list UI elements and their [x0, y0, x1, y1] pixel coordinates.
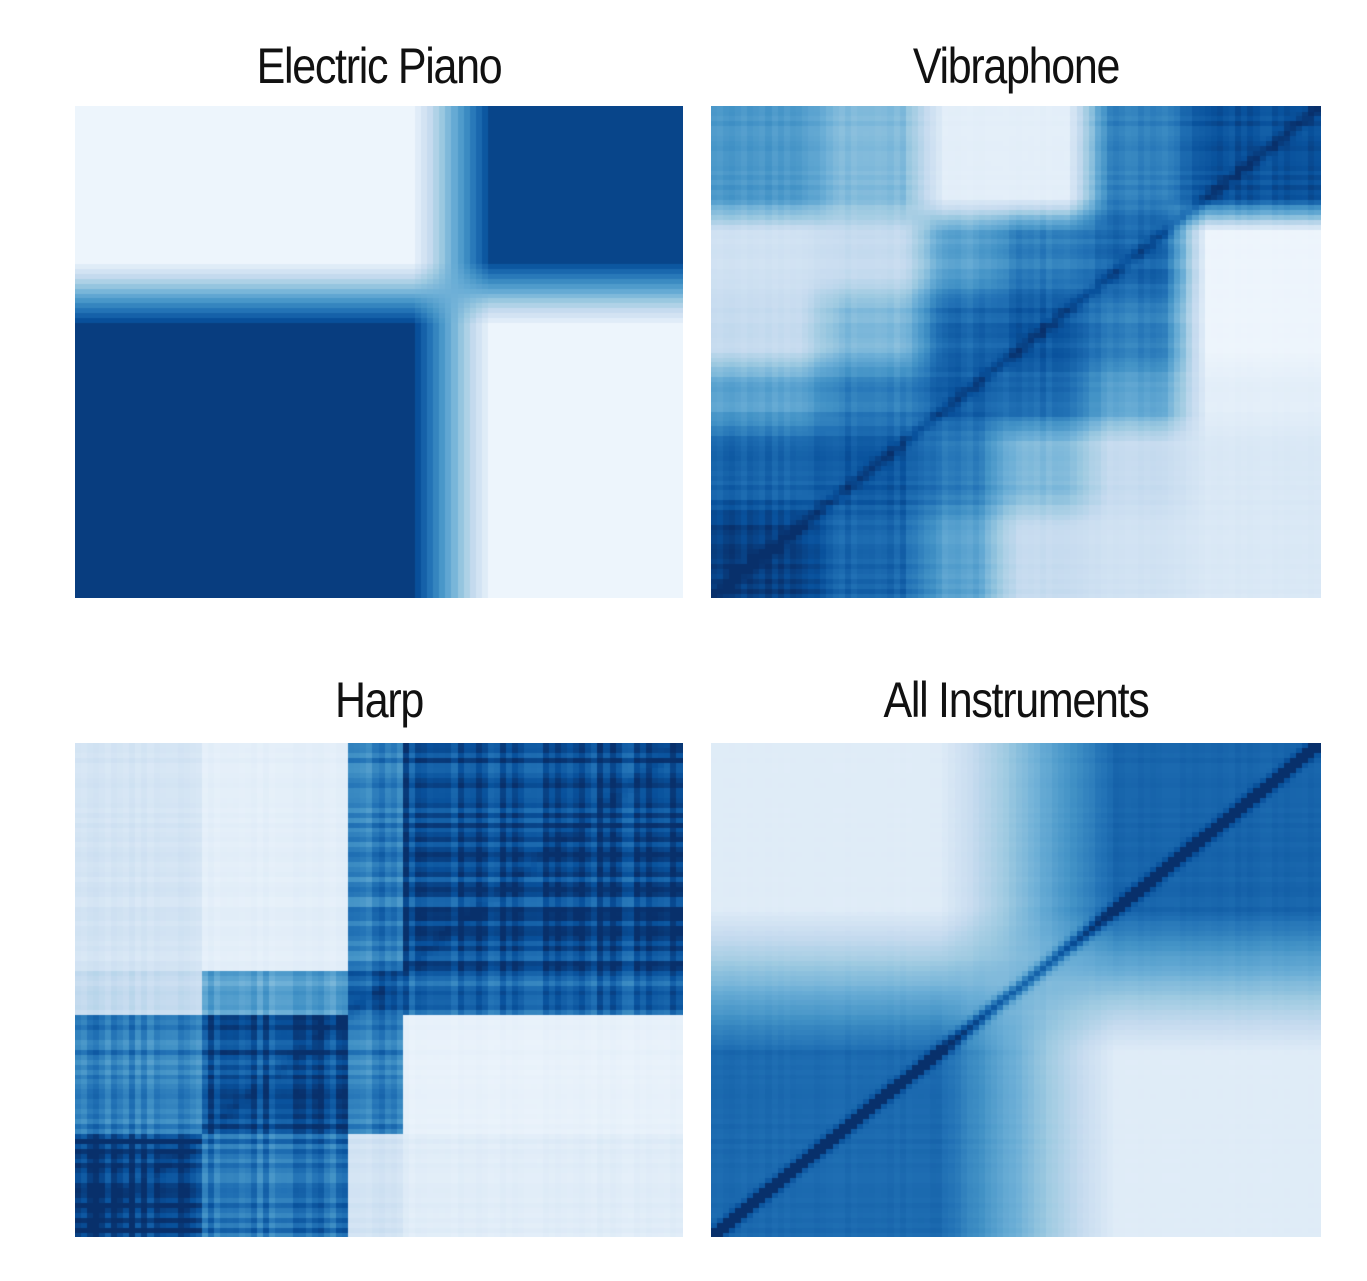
panel-title-vibraphone: Vibraphone	[912, 38, 1121, 94]
heatmap-vibraphone	[711, 106, 1321, 598]
panel-title-all-instruments: All Instruments	[883, 672, 1149, 728]
panel-title-electric-piano: Electric Piano	[256, 38, 503, 94]
heatmap-electric-piano	[75, 106, 683, 598]
heatmap-all-instruments	[711, 743, 1321, 1237]
panel-title-harp: Harp	[334, 672, 424, 728]
heatmap-harp	[75, 743, 683, 1237]
